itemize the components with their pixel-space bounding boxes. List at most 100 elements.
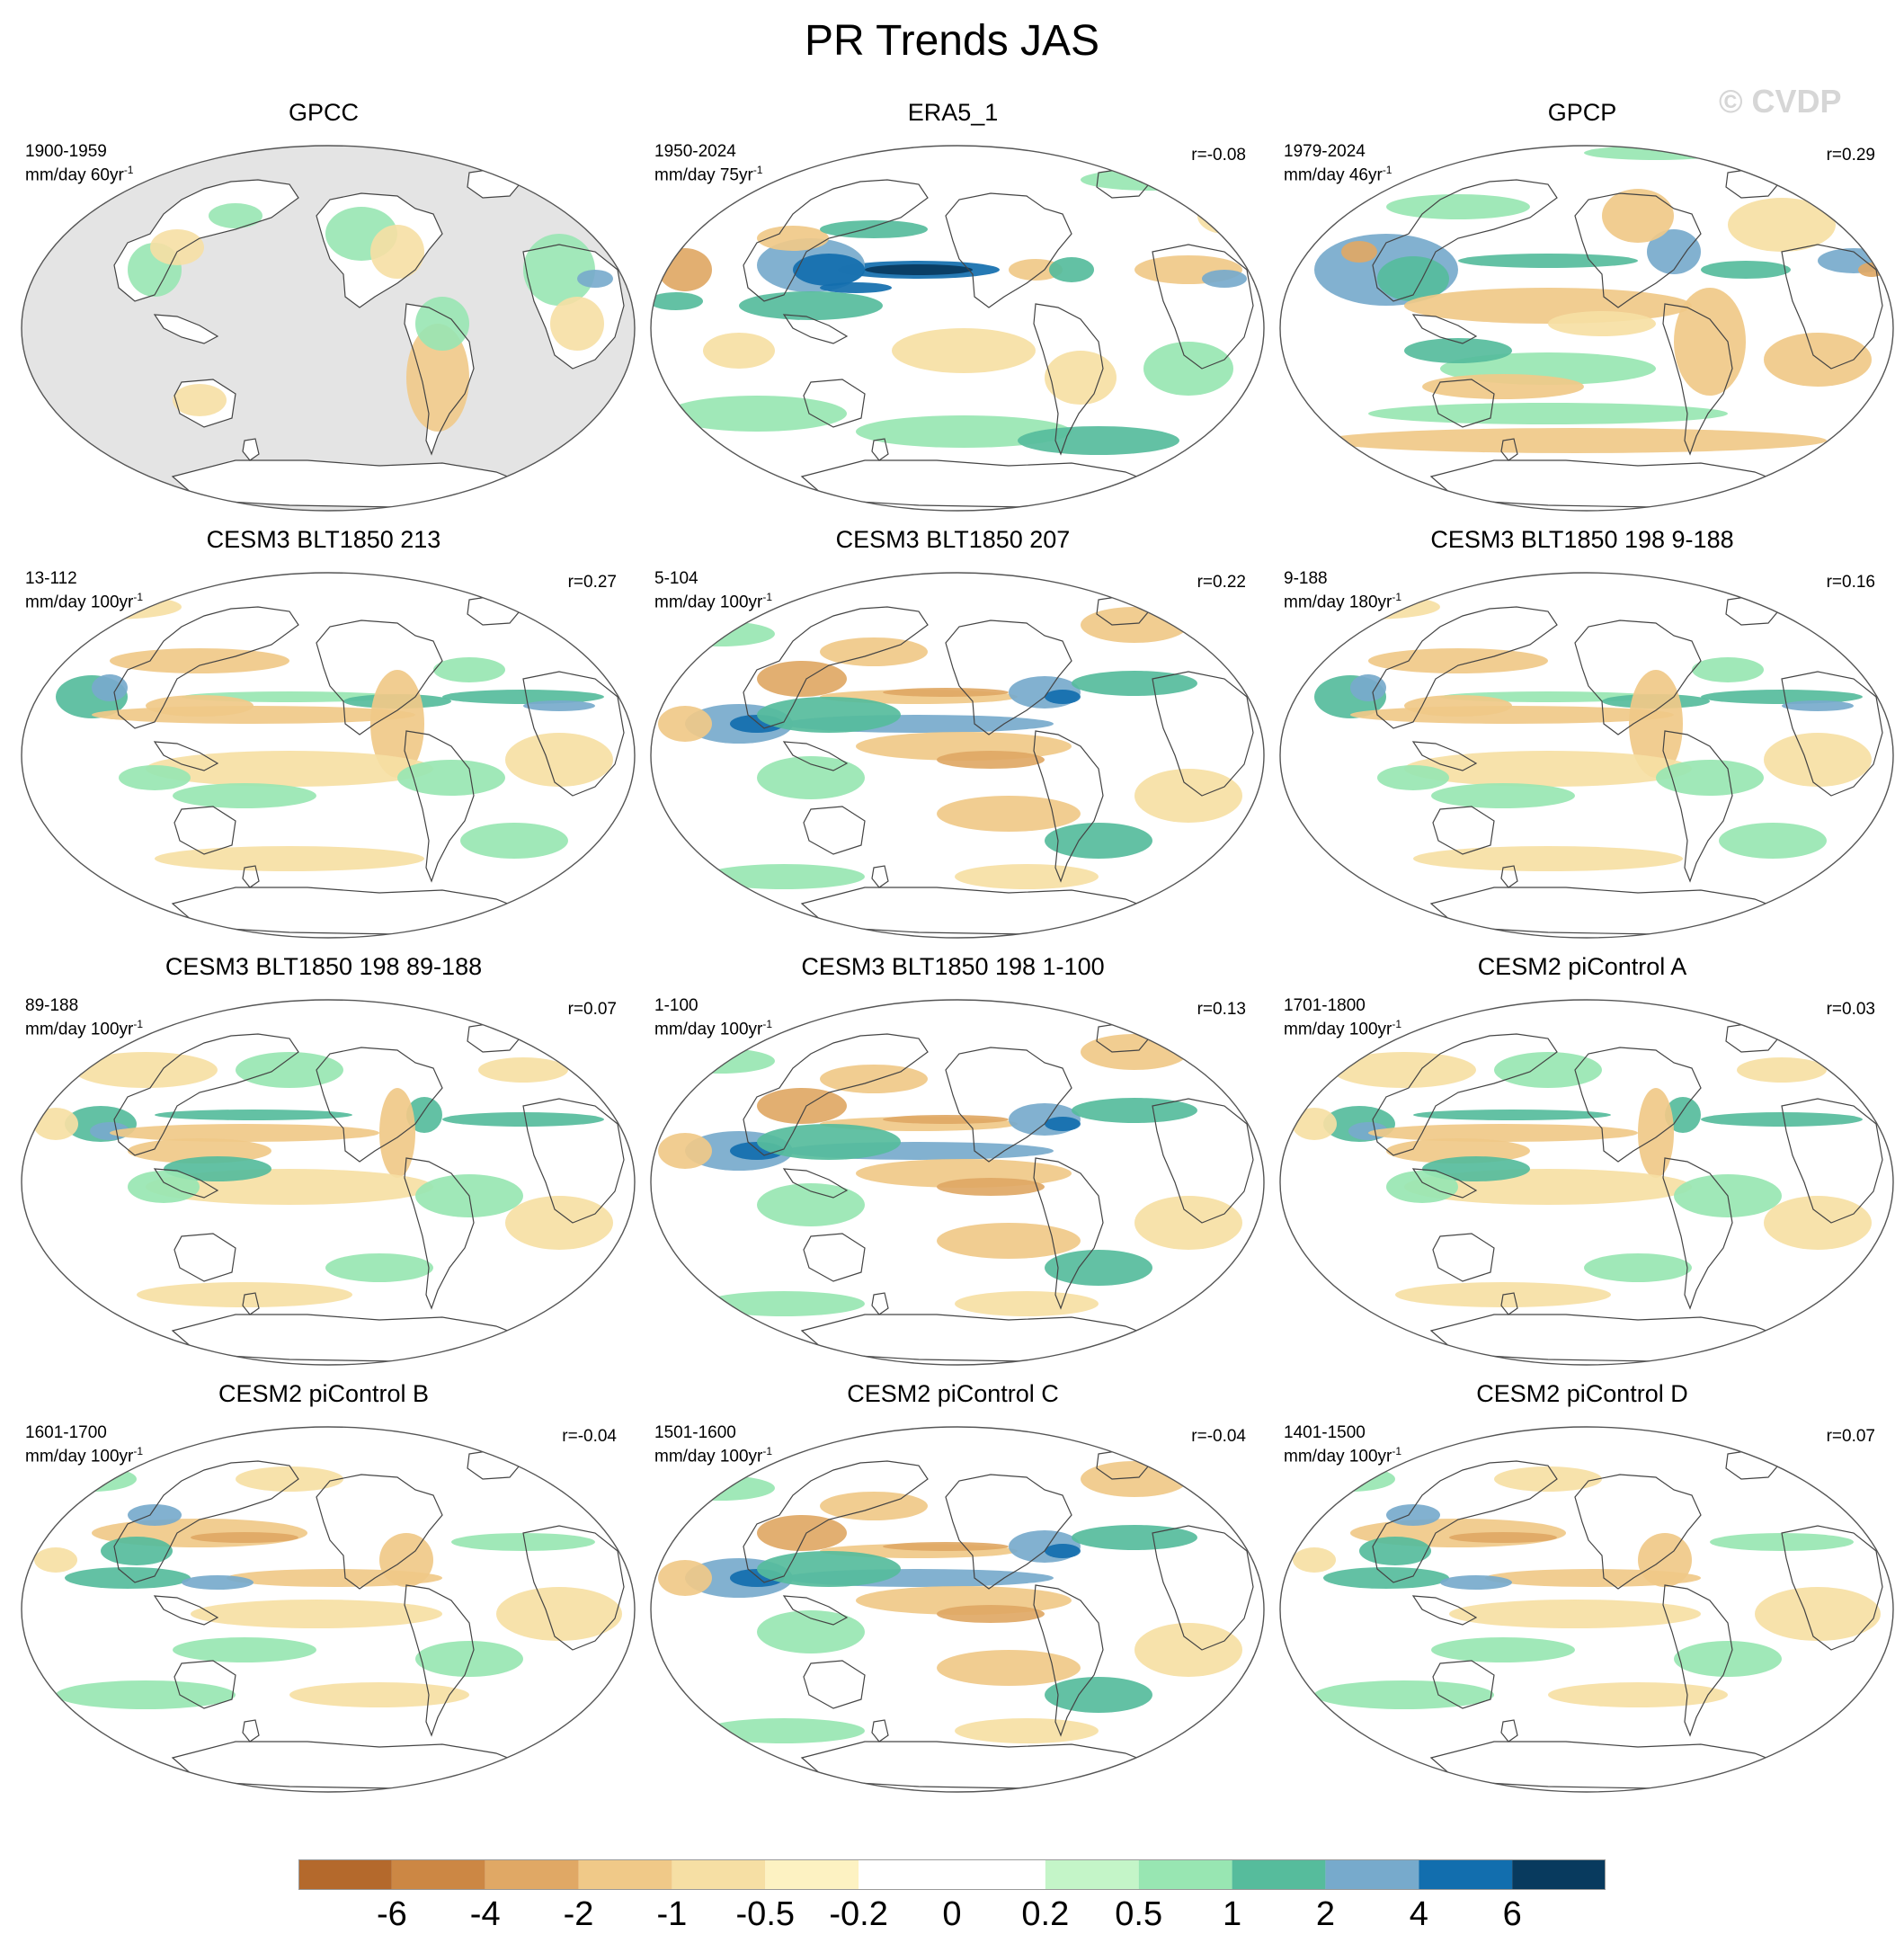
trend-contour [1377, 765, 1449, 790]
trend-contour [370, 670, 424, 778]
trend-contour [550, 297, 604, 351]
coastline [404, 1584, 475, 1737]
trend-contour [1009, 259, 1063, 281]
panel-units: mm/day 100yr-1 [25, 591, 144, 612]
coastline [945, 619, 1072, 735]
coastline [945, 1047, 1072, 1163]
coastline [1372, 606, 1558, 729]
colorbar-box [1512, 1860, 1606, 1889]
trend-contour [757, 661, 847, 697]
trend-contour [739, 291, 883, 320]
trend-contour [1045, 1117, 1081, 1131]
trend-contour [883, 1542, 1009, 1551]
trend-contour [442, 1112, 604, 1127]
trend-contour [110, 648, 289, 673]
coastline [1574, 192, 1702, 308]
panel-correlation: r=-0.08 [1191, 146, 1246, 165]
trend-contour [1045, 1544, 1081, 1558]
robinson-map [650, 572, 1265, 939]
coastline [1432, 1660, 1495, 1709]
coastline [1411, 1595, 1478, 1626]
trend-contour [34, 1547, 77, 1573]
map-boundary [650, 145, 1265, 512]
coastline [242, 865, 260, 888]
trend-contour [1692, 657, 1764, 682]
coastline [1432, 1233, 1495, 1282]
colorbar-tick-label: -4 [469, 1895, 501, 1933]
map-boundary [650, 1426, 1265, 1793]
map-panel: CESM3 BLT1850 198 9-188 9-188 mm/day 180yr… [1268, 526, 1897, 949]
coastline [316, 619, 443, 735]
panel-correlation: r=0.29 [1826, 146, 1875, 165]
trend-contour [1359, 1537, 1431, 1565]
coastline [803, 1660, 866, 1709]
coastline [153, 314, 219, 344]
panel-title: CESM2 piControl A [1477, 953, 1687, 980]
colorbar-box [952, 1860, 1045, 1889]
colorbar-box [1419, 1860, 1513, 1889]
robinson-map [1279, 572, 1894, 939]
coastline [871, 1292, 889, 1315]
colorbar-tick-label: -2 [563, 1895, 594, 1933]
coastline [153, 1168, 219, 1199]
coastline [522, 1098, 625, 1224]
coastline [1662, 1157, 1733, 1310]
panel-years: 1900-1959 [25, 142, 107, 161]
map-boundary [21, 145, 636, 512]
coastline [316, 1047, 443, 1163]
trend-contour [173, 1637, 316, 1662]
colorbar-box [1232, 1860, 1326, 1889]
coastline [1033, 1157, 1104, 1310]
coastline [173, 1660, 236, 1709]
trend-contour [110, 1124, 379, 1142]
coastline [522, 1525, 625, 1651]
trend-contour [1422, 374, 1584, 399]
panel-years: 9-188 [1284, 569, 1328, 588]
map-panel: CESM3 BLT1850 213 13-112 mm/day 100yr-1 r=0… [9, 526, 638, 949]
trend-contour [1710, 1533, 1854, 1551]
colorbar-frame [298, 1859, 1606, 1890]
colorbar-tick-label: 2 [1315, 1895, 1335, 1933]
coastline [782, 314, 849, 344]
coastline [1033, 303, 1104, 456]
trend-contour [406, 324, 469, 432]
trend-contour [1386, 1171, 1458, 1203]
trend-contour [1584, 1253, 1692, 1282]
trend-contour [1449, 1600, 1701, 1628]
figure-title: PR Trends JAS [804, 17, 1100, 65]
panel-title: CESM2 piControl B [218, 1380, 430, 1407]
trend-contour [703, 1718, 865, 1743]
trend-contour [415, 297, 469, 351]
map-panel: GPCP 1979-2024 mm/day 46yr-1 r=0.29 [1268, 99, 1897, 521]
trend-contour [757, 226, 829, 251]
trend-contour [883, 1115, 1009, 1124]
coastline [404, 1157, 475, 1310]
trend-contour [1629, 670, 1683, 778]
trend-contour [1292, 1108, 1337, 1140]
trend-contour [1197, 198, 1251, 234]
trend-contour [955, 864, 1099, 889]
coastline [782, 1168, 849, 1199]
trend-contour [370, 225, 424, 279]
trend-contour [182, 1575, 254, 1590]
coastline [871, 438, 889, 461]
colorbar-tick-label: -6 [376, 1895, 407, 1933]
trend-contour [1386, 1504, 1440, 1526]
trend-contour [658, 1133, 712, 1169]
trend-contour [1764, 1196, 1872, 1250]
trend-contour [478, 1057, 568, 1083]
trend-contour [667, 621, 775, 646]
coastline [803, 806, 866, 855]
panel-correlation: r=0.07 [1826, 1427, 1875, 1446]
panel-correlation: r=0.27 [567, 573, 617, 592]
trend-contour [1386, 194, 1530, 219]
panel-years: 1501-1600 [654, 1423, 736, 1442]
trend-contour [150, 229, 204, 265]
trend-contour [191, 1600, 442, 1628]
trend-contour [1656, 760, 1764, 796]
coastline [1372, 1033, 1558, 1156]
trend-contour [1638, 1533, 1692, 1587]
coastline [743, 606, 929, 729]
map-boundary [650, 572, 1265, 939]
trend-contour [209, 203, 262, 228]
